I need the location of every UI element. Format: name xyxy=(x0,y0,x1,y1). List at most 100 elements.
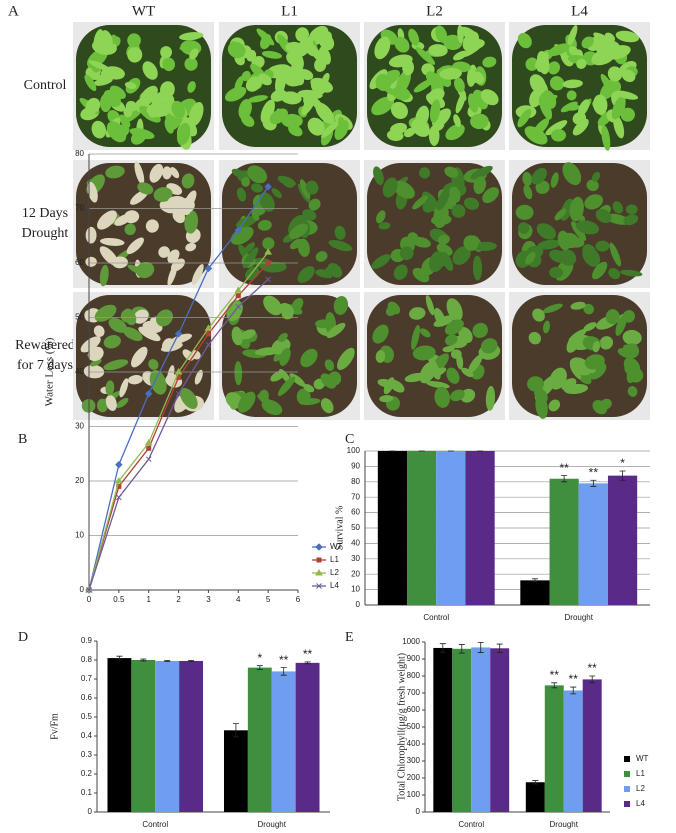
photo xyxy=(219,22,360,150)
y-tick-label: 0.2 xyxy=(81,769,93,778)
leaf xyxy=(455,91,466,114)
leaf xyxy=(413,79,433,93)
leaf xyxy=(562,162,582,186)
leaf xyxy=(120,309,134,323)
leaf xyxy=(608,267,621,280)
x-tick-label: Control xyxy=(142,820,168,829)
leaf xyxy=(445,124,465,141)
leaf xyxy=(463,197,480,210)
photo xyxy=(509,160,650,288)
x-tick-label: Control xyxy=(423,613,449,622)
leaf xyxy=(390,122,408,135)
leaf xyxy=(309,95,326,115)
legend-marker xyxy=(315,543,323,551)
leaf xyxy=(90,358,102,367)
y-axis-title: Water Loss (%) xyxy=(44,337,56,406)
leaf xyxy=(124,223,136,236)
leaf xyxy=(614,90,639,100)
leaf xyxy=(408,28,420,46)
leaf xyxy=(426,380,450,389)
error-bar xyxy=(531,578,538,583)
legend-label: L4 xyxy=(330,581,339,590)
leaf xyxy=(284,71,305,87)
error-bar xyxy=(619,470,626,481)
leaf xyxy=(122,327,143,341)
y-tick-label: 10 xyxy=(351,585,360,594)
leaf xyxy=(385,305,397,317)
leaf xyxy=(522,171,533,187)
leaf xyxy=(461,367,474,378)
leaf xyxy=(534,51,550,68)
leaf xyxy=(548,399,561,412)
error-bar xyxy=(232,723,239,738)
significance: * xyxy=(257,651,262,665)
leaf xyxy=(328,239,353,252)
point xyxy=(116,494,122,501)
y-tick-label: 70 xyxy=(351,492,360,501)
leaf xyxy=(379,395,394,403)
legend-label: L2 xyxy=(330,568,339,577)
leaf xyxy=(425,71,444,90)
bar xyxy=(295,662,320,812)
leaf xyxy=(566,332,582,353)
bar xyxy=(490,648,510,812)
y-tick-label: 10 xyxy=(75,531,84,540)
legend-label: L1 xyxy=(330,555,339,564)
bar xyxy=(525,782,545,812)
leaf xyxy=(462,40,484,57)
leaf xyxy=(190,350,201,360)
legend-label: L4 xyxy=(636,799,645,808)
leaf xyxy=(171,100,186,119)
leaf xyxy=(315,251,328,262)
leaf xyxy=(528,331,542,345)
leaf xyxy=(238,99,252,120)
bar xyxy=(436,451,466,605)
y-tick-label: 40 xyxy=(75,367,84,376)
leaf xyxy=(592,399,608,415)
column-header: L1 xyxy=(281,3,298,19)
leaf xyxy=(542,303,563,314)
y-tick-label: 400 xyxy=(407,739,421,748)
y-tick-label: 300 xyxy=(407,756,421,765)
leaf xyxy=(120,109,142,124)
leaf xyxy=(234,76,244,91)
error-bar xyxy=(280,667,287,676)
leaf xyxy=(611,96,626,120)
leaf xyxy=(591,171,601,182)
leaf xyxy=(176,122,191,146)
x-tick-label: 0.5 xyxy=(113,595,125,604)
leaf xyxy=(390,101,408,119)
leaf xyxy=(601,125,611,151)
leaf xyxy=(99,264,109,287)
y-tick-label: 60 xyxy=(351,508,360,517)
leaf xyxy=(187,81,196,93)
leaf xyxy=(559,249,577,266)
y-tick-label: 200 xyxy=(407,773,421,782)
row-label: Rewatered xyxy=(15,338,75,353)
leaf xyxy=(123,210,140,224)
leaf xyxy=(149,370,167,395)
y-axis-title: Fv/Fm xyxy=(49,713,60,740)
bar xyxy=(607,475,638,605)
leaf xyxy=(376,210,386,224)
leaf xyxy=(549,367,567,390)
leaf xyxy=(328,371,342,386)
y-tick-label: 0.9 xyxy=(81,636,93,645)
leaf xyxy=(127,33,141,48)
leaf xyxy=(415,105,430,128)
leaf xyxy=(294,36,314,58)
leaf xyxy=(550,172,559,188)
leaf xyxy=(182,349,194,361)
leaf xyxy=(261,50,282,59)
error-bar xyxy=(164,659,171,662)
bar xyxy=(549,478,579,605)
leaf xyxy=(324,359,335,371)
leaf xyxy=(224,86,247,102)
leaf xyxy=(592,261,608,280)
leaf xyxy=(126,237,144,255)
point xyxy=(145,390,153,398)
photo xyxy=(219,160,360,288)
leaf xyxy=(237,391,256,413)
photo xyxy=(364,292,505,420)
leaf xyxy=(314,57,327,72)
